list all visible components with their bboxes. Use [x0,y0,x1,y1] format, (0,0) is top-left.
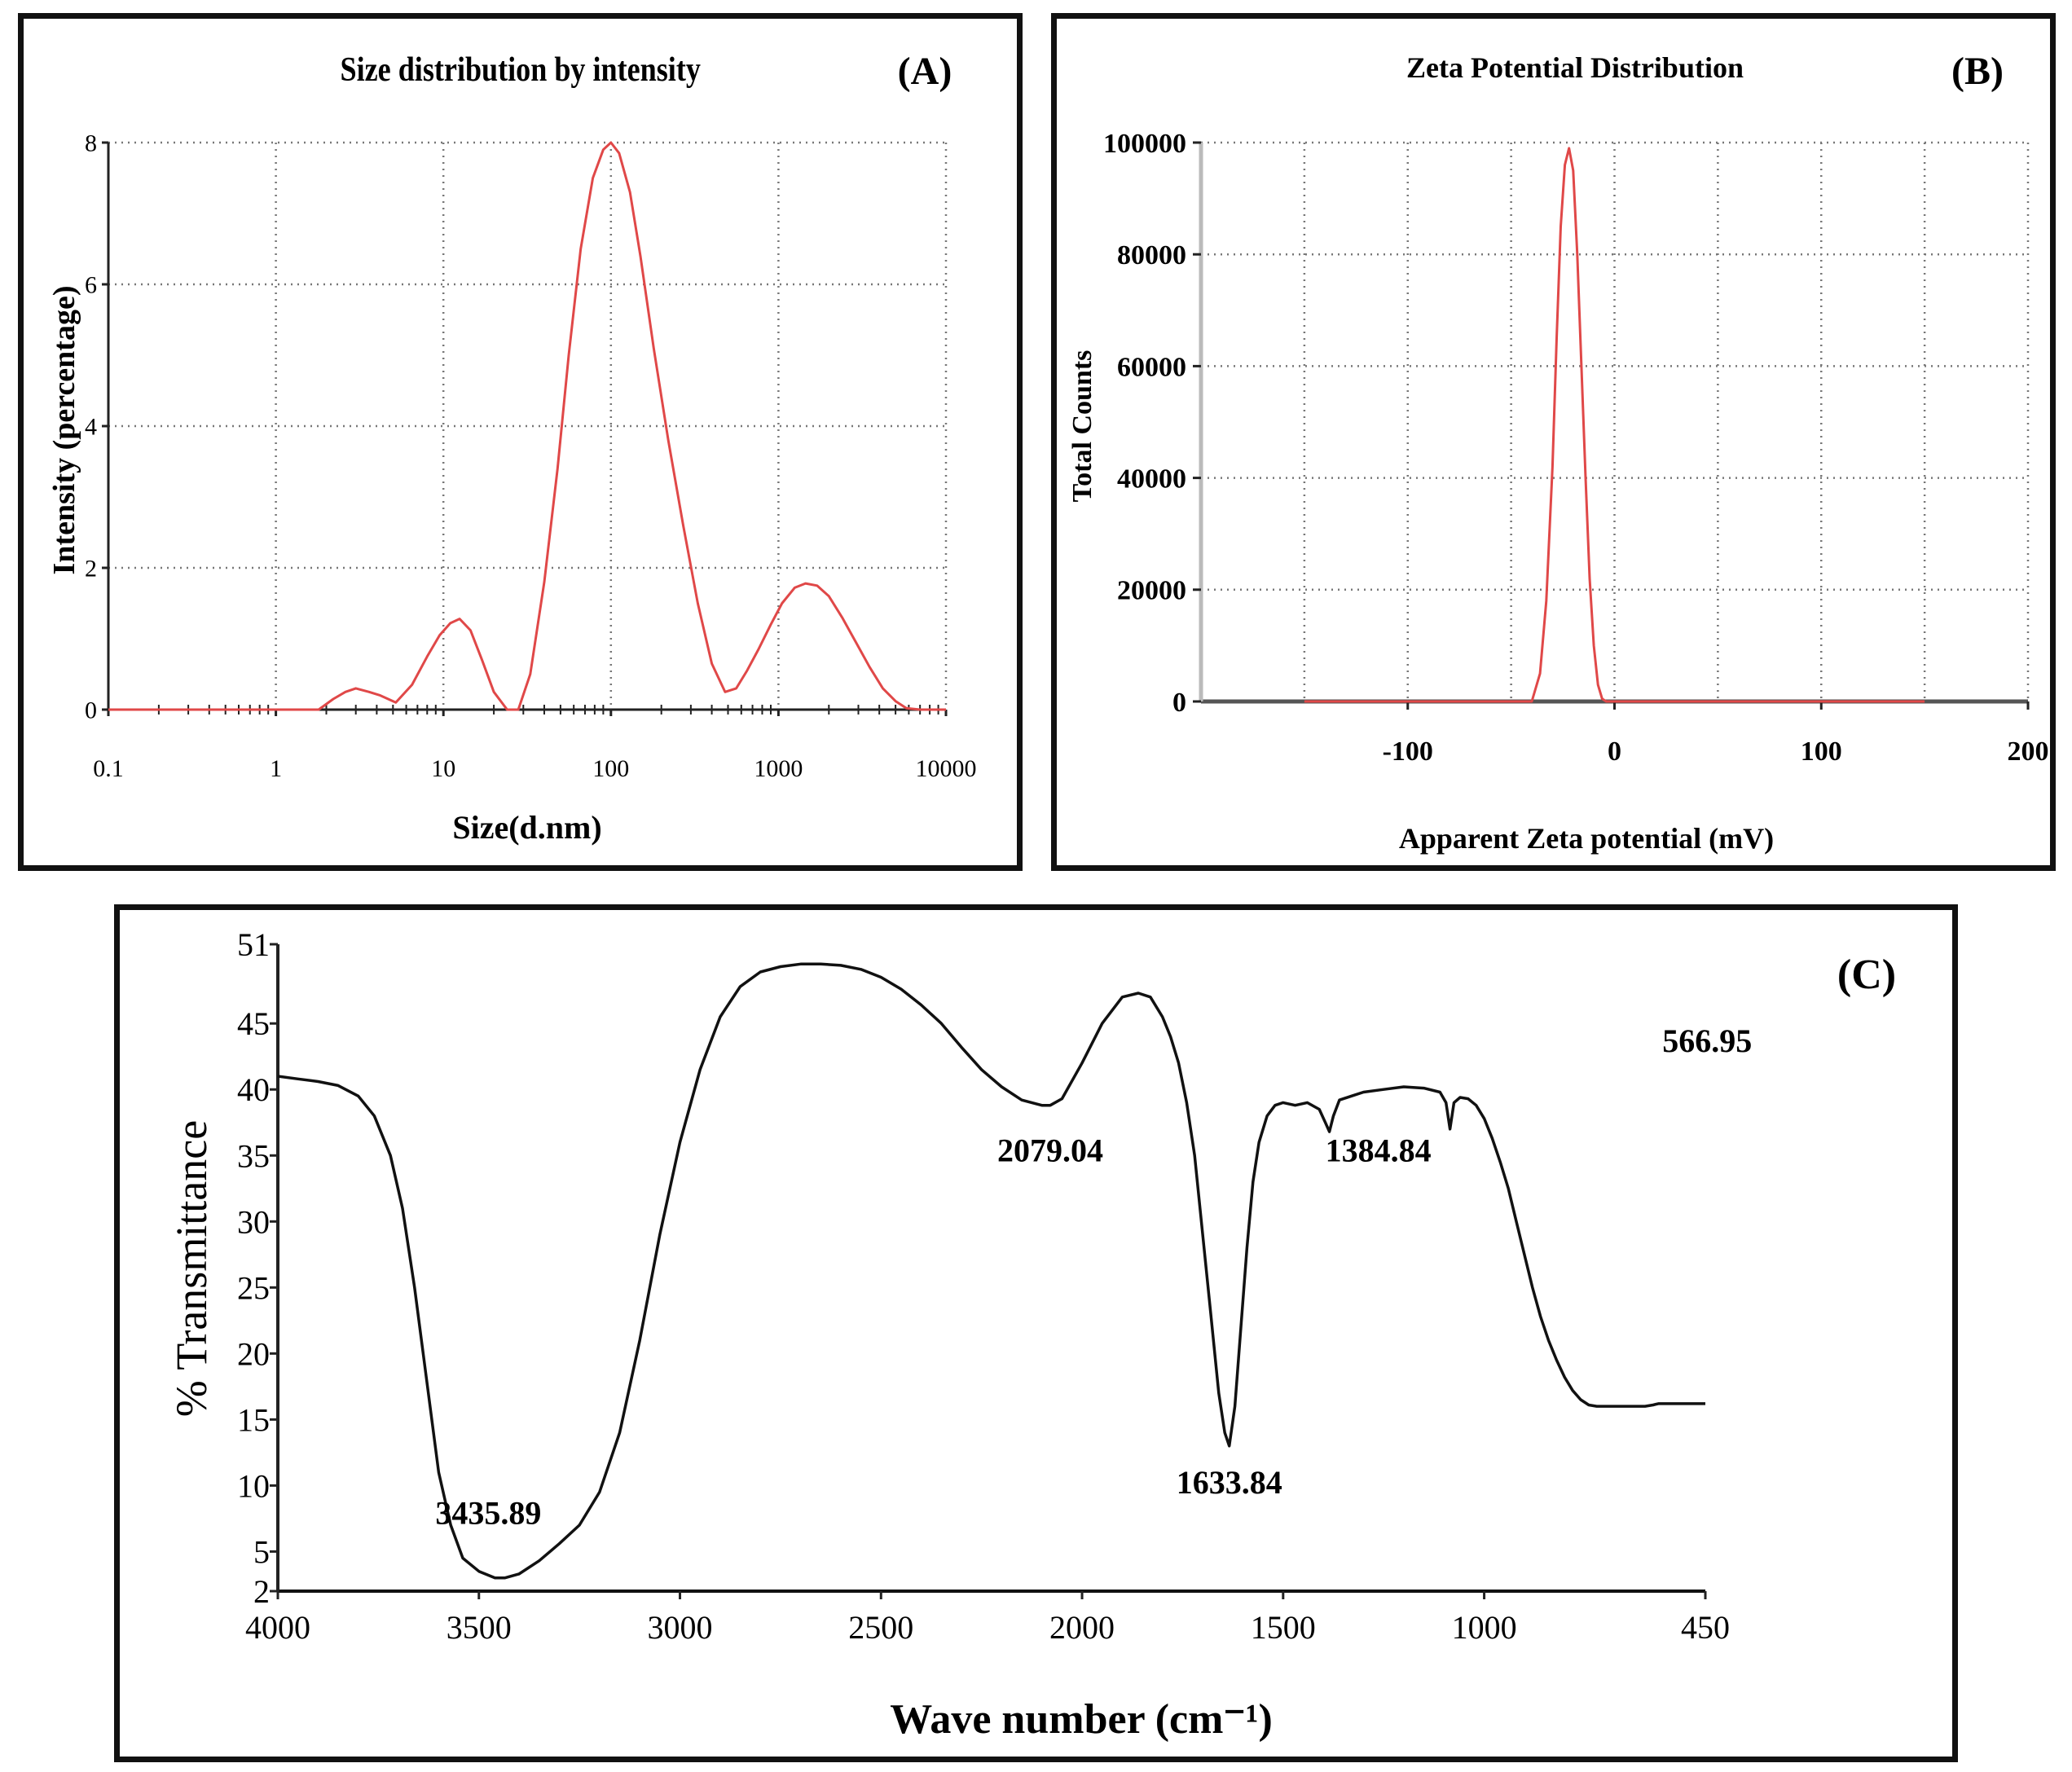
y-tick-label: 100000 [1103,129,1186,159]
x-tick-label: 2000 [1049,1609,1115,1646]
x-tick-label: 1 [270,755,282,782]
y-tick-label: 80000 [1117,240,1186,270]
chart-a-xlabel: Size(d.nm) [452,809,601,846]
y-tick-label: 60000 [1117,352,1186,382]
y-tick-label: 40 [237,1071,270,1108]
chart-c-ylabel: % Transmittance [167,1120,216,1417]
x-tick-label: 1500 [1251,1609,1316,1646]
x-tick-label: 1000 [754,755,803,782]
peak-label: 2079.04 [997,1132,1103,1168]
y-tick-label: 15 [237,1401,270,1438]
chart-b-ylabel: Total Counts [1067,350,1098,503]
chart-a-ylabel: Intensity (percentage) [47,286,81,575]
panel-b-zeta-potential: -100 0 100 200 0 20000 40000 60000 80000 100000 Z… [1051,13,2056,871]
y-tick-label: 2 [253,1573,270,1610]
peak-label: 1384.84 [1326,1132,1432,1169]
panel-c-ftir-spectrum: 4000 3500 3000 2500 2000 1500 1000 450 2 5 10 15 20 2… [114,904,1958,1762]
x-tick-label: 3500 [447,1609,512,1646]
x-tick-label: 4000 [245,1609,310,1646]
y-tick-label: 20 [237,1335,270,1372]
x-tick-label: 450 [1681,1609,1730,1646]
chart-c-xlabel: Wave number (cm⁻¹) [890,1696,1273,1743]
x-tick-label: -100 [1383,737,1433,767]
chart-a-panel-label: (A) [898,50,952,93]
chart-b-panel-label: (B) [1951,50,2004,93]
x-tick-label: 100 [1801,737,1842,767]
x-tick-label: 1000 [1452,1609,1517,1646]
y-tick-label: 4 [85,414,97,441]
y-tick-label: 45 [237,1005,270,1042]
series-line [1304,147,1925,703]
y-tick-label: 8 [85,130,97,157]
zeta-potential-chart: -100 0 100 200 0 20000 40000 60000 80000 100000 Z… [1067,50,2049,855]
y-tick-label: 35 [237,1137,270,1174]
series-line [277,962,1705,1580]
x-tick-label: 0.1 [93,755,124,782]
y-tick-label: 5 [253,1533,270,1570]
x-tick-label: 2500 [848,1609,913,1646]
peak-label: 3435.89 [435,1495,541,1532]
x-tick-label: 3000 [648,1609,713,1646]
x-tick-label: 200 [2008,737,2049,767]
x-tick-label: 0 [1608,737,1621,767]
panel-a-size-distribution: 0.1 1 10 100 1000 10000 0 2 4 6 8 Size distributio… [18,13,1023,871]
y-tick-label: 51 [237,926,270,963]
y-tick-label: 0 [1172,688,1186,718]
x-tick-label: 100 [592,755,629,782]
chart-a-title: Size distribution by intensity [341,51,702,89]
y-tick-label: 25 [237,1269,270,1306]
x-tick-label: 10 [431,755,455,782]
chart-c-panel-label: (C) [1837,952,1896,998]
peak-label: 566.95 [1662,1022,1752,1059]
y-tick-label: 2 [85,556,97,583]
y-tick-label: 10 [237,1467,270,1504]
ftir-spectrum-chart: 4000 3500 3000 2500 2000 1500 1000 450 25 10 15 20 2… [167,926,1896,1743]
y-tick-label: 20000 [1117,576,1186,606]
y-tick-label: 6 [85,272,97,299]
y-tick-label: 40000 [1117,464,1186,495]
chart-b-xlabel: Apparent Zeta potential (mV) [1399,822,1774,855]
size-distribution-chart: 0.1 1 10 100 1000 10000 0 2 4 6 8 Size distributio… [47,50,977,846]
peak-label: 1633.84 [1177,1464,1282,1501]
chart-b-title: Zeta Potential Distribution [1406,51,1744,84]
y-tick-label: 30 [237,1203,270,1240]
x-tick-label: 10000 [916,755,977,782]
y-tick-label: 0 [85,697,97,724]
series-line [108,141,946,711]
